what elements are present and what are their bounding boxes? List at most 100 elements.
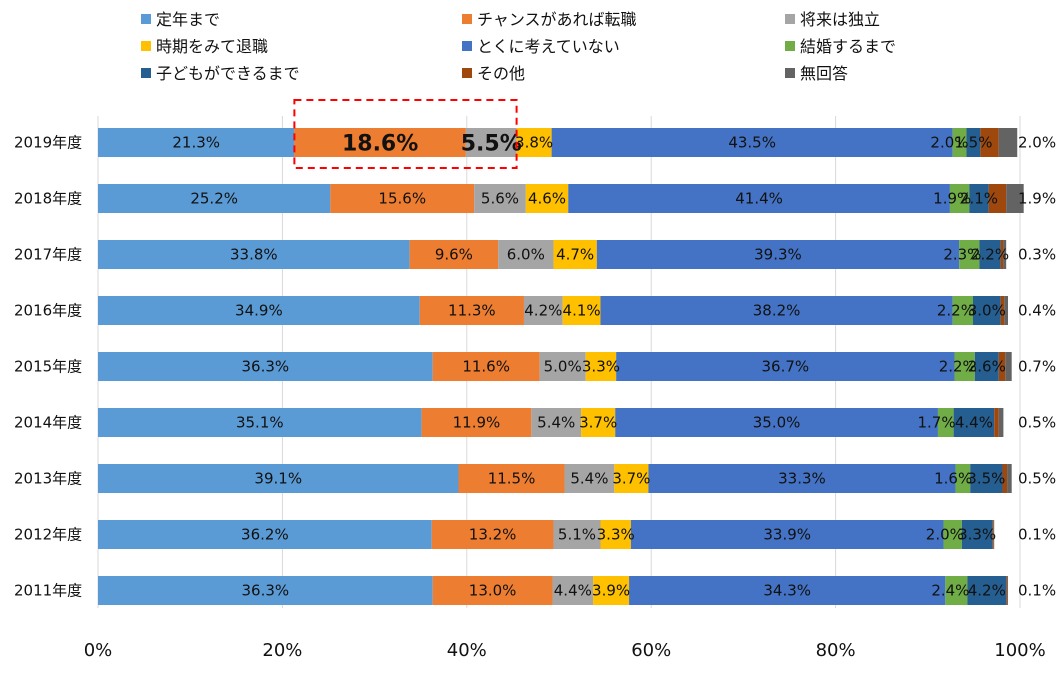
data-label: 3.8% [515, 134, 553, 152]
category-label: 2015年度 [14, 358, 82, 376]
data-label: 1.9% [933, 190, 971, 208]
legend-swatch [141, 14, 151, 24]
category-label: 2019年度 [14, 134, 82, 152]
bar-segment [474, 184, 526, 213]
data-label: 4.1% [563, 302, 601, 320]
data-label: 3.9% [592, 582, 630, 600]
bar-segment [953, 408, 995, 437]
bar-segment [562, 296, 601, 325]
legend-item: 将来は独立 [785, 10, 880, 29]
bar-segment [980, 128, 999, 157]
category-label: 2013年度 [14, 470, 82, 488]
bar-segment [1004, 296, 1009, 325]
bar-segment [974, 352, 999, 381]
bar-segment [969, 184, 989, 213]
data-label: 0.3% [1018, 246, 1056, 264]
data-label: 13.0% [469, 582, 517, 600]
data-label: 18.6% [342, 132, 418, 157]
data-label: 0.1% [1018, 526, 1056, 544]
bar-segment [98, 408, 422, 437]
bar-segment [1007, 464, 1012, 493]
bar-segment [629, 576, 946, 605]
data-label: 0.4% [1018, 302, 1056, 320]
category-label: 2016年度 [14, 302, 82, 320]
data-label: 2.0% [930, 134, 968, 152]
data-label: 39.3% [754, 246, 802, 264]
legend-swatch [462, 68, 472, 78]
bar-segment [585, 352, 617, 381]
legend-label: 無回答 [800, 64, 848, 83]
bar-segment [959, 240, 980, 269]
highlight-box [293, 99, 518, 169]
legend-label: 定年まで [156, 10, 220, 29]
x-tick-label: 20% [262, 640, 302, 661]
bar-segment [98, 184, 331, 213]
legend-label: その他 [477, 64, 525, 83]
bar-segment [998, 408, 1004, 437]
data-label: 35.0% [753, 414, 801, 432]
legend-label: チャンスがあれば転職 [477, 10, 637, 29]
data-label: 38.2% [753, 302, 801, 320]
bar-segment [465, 128, 517, 157]
bar-segment [1006, 184, 1024, 213]
bar-segment [614, 464, 649, 493]
bar-segment [581, 408, 616, 437]
legend-label: 将来は独立 [800, 10, 880, 29]
data-label: 35.1% [236, 414, 284, 432]
legend-label: 時期をみて退職 [156, 37, 268, 56]
bar-segment [568, 184, 950, 213]
data-label: 2.3% [943, 246, 981, 264]
bar-segment [1007, 576, 1009, 605]
data-label: 2.0% [926, 526, 964, 544]
data-label: 4.7% [556, 246, 594, 264]
category-label: 2017年度 [14, 246, 82, 264]
bar-segment [432, 352, 540, 381]
x-tick-label: 80% [816, 640, 856, 661]
bar-segment [98, 576, 433, 605]
bar-segment [998, 128, 1018, 157]
bar-segment [992, 520, 994, 549]
bar-row: 2018年度 25.2% 15.6% 5.6% 4.6% 41.4% 1.9%2.1% 1.9… [14, 184, 1056, 213]
data-label: 2.2% [939, 358, 977, 376]
bar-segment [600, 520, 631, 549]
bar-segment [616, 352, 955, 381]
bar-segment [952, 296, 973, 325]
data-label: 5.6% [481, 190, 519, 208]
data-label: 2.1% [960, 190, 998, 208]
data-label: 4.2% [968, 582, 1006, 600]
data-label: 39.1% [254, 470, 302, 488]
data-label: 36.3% [242, 358, 290, 376]
bar-segment [294, 128, 466, 157]
data-label: 0.1% [1018, 582, 1056, 600]
bar-segment [943, 520, 962, 549]
bar-segment [1006, 576, 1008, 605]
legend-label: とくに考えていない [477, 37, 620, 56]
x-tick-label: 40% [447, 640, 487, 661]
data-label: 11.9% [453, 414, 501, 432]
bar-segment [648, 464, 956, 493]
data-label: 1.7% [918, 414, 956, 432]
data-label: 5.4% [537, 414, 575, 432]
data-label: 33.8% [230, 246, 278, 264]
bar-segment [458, 464, 565, 493]
bar-segment [966, 128, 981, 157]
x-tick-label: 0% [84, 640, 113, 661]
data-label: 9.6% [435, 246, 473, 264]
data-label: 36.2% [241, 526, 289, 544]
bar-segment [1002, 464, 1008, 493]
bar-segment [98, 352, 433, 381]
bar-segment [330, 184, 475, 213]
bar-segment [988, 184, 1007, 213]
legend-item: 結婚するまで [785, 37, 896, 56]
bar-segment [993, 520, 995, 549]
data-label: 43.5% [728, 134, 776, 152]
data-label: 4.6% [528, 190, 566, 208]
bar-segment [1000, 296, 1005, 325]
bar-segment [516, 128, 552, 157]
data-label: 5.0% [544, 358, 582, 376]
data-label: 21.3% [172, 134, 220, 152]
bar-segment [937, 408, 954, 437]
data-label: 6.0% [507, 246, 545, 264]
